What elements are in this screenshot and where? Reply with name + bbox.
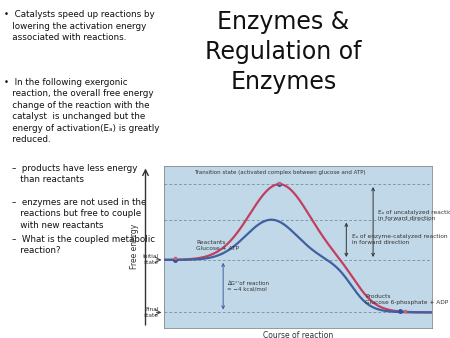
Text: Transition state (activated complex between glucose and ATP): Transition state (activated complex betw…	[194, 170, 365, 175]
Text: Eₐ of enzyme-catalyzed reaction
in forward direction: Eₐ of enzyme-catalyzed reaction in forwa…	[352, 234, 447, 245]
Text: –  enzymes are not used in the
   reactions but free to couple
   with new react: – enzymes are not used in the reactions …	[12, 198, 146, 230]
X-axis label: Course of reaction: Course of reaction	[263, 331, 333, 338]
Text: Free energy: Free energy	[130, 224, 140, 269]
Text: Initial
state: Initial state	[143, 255, 159, 265]
Text: –  What is the coupled metabolic
   reaction?: – What is the coupled metabolic reaction…	[12, 235, 155, 256]
Text: •  In the following exergonic
   reaction, the overall free energy
   change of : • In the following exergonic reaction, t…	[4, 78, 159, 144]
Text: Final
state: Final state	[144, 307, 159, 318]
Text: ∆G°’of reaction
= −4 kcal/mol: ∆G°’of reaction = −4 kcal/mol	[227, 281, 269, 292]
Text: Eₐ of uncatalyzed reaction
in forward direction: Eₐ of uncatalyzed reaction in forward di…	[378, 211, 450, 221]
Text: Products
Glucose 6-phosphate + ADP: Products Glucose 6-phosphate + ADP	[365, 294, 449, 305]
Text: Reactants
Glucose + ATP: Reactants Glucose + ATP	[196, 240, 239, 250]
Text: –  products have less energy
   than reactants: – products have less energy than reactan…	[12, 164, 137, 185]
Text: Enzymes &
Regulation of
Enzymes: Enzymes & Regulation of Enzymes	[205, 10, 362, 94]
Text: •  Catalysts speed up reactions by
   lowering the activation energy
   associat: • Catalysts speed up reactions by loweri…	[4, 10, 155, 42]
